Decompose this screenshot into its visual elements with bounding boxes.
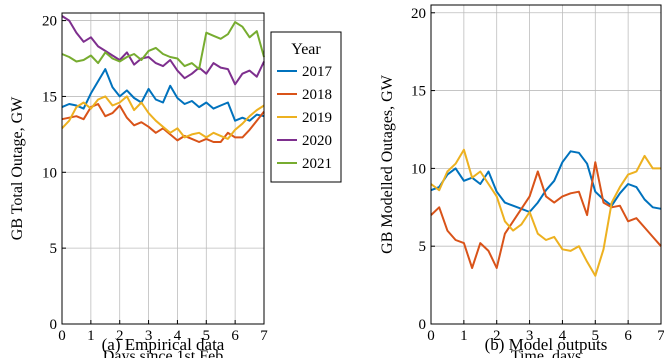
legend-label-2021: 2021: [302, 156, 332, 172]
y-tick-label: 15: [42, 89, 57, 105]
series-line-2020: [61, 15, 265, 86]
x-tick-label: 7: [657, 328, 664, 344]
legend-label-2017: 2017: [302, 64, 333, 80]
y-tick-label: 10: [42, 165, 57, 181]
figure-caption: (a) Empirical data: [102, 335, 225, 354]
x-tick-label: 2: [116, 328, 124, 344]
legend-label-2019: 2019: [302, 110, 332, 126]
legend-label-2018: 2018: [302, 87, 332, 103]
figure-caption: (b) Model outputs: [485, 335, 608, 354]
y-tick-label: 10: [411, 161, 426, 177]
series-line-model-2019: [430, 148, 661, 277]
chart-model-outputs: 0 1 2 3 4 5 6 7 0 5 10 15 20 Time, days GB Modelled Ou…: [379, 4, 664, 358]
x-tick-label: 5: [592, 328, 600, 344]
x-tick-label: 7: [260, 328, 268, 344]
y-tick-label: 20: [42, 14, 57, 30]
series-line-model-2017: [430, 150, 662, 213]
x-tick-label: 1: [460, 328, 468, 344]
legend: Year 2017 2018 2019 2020 2021: [270, 31, 342, 183]
y-axis-title: GB Modelled Outages, GW: [379, 74, 396, 254]
y-tick-label: 0: [50, 317, 58, 333]
x-tick-label: 6: [624, 328, 632, 344]
x-tick-label: 5: [203, 328, 211, 344]
legend-box: [270, 31, 342, 183]
x-axis-title: Time, days: [511, 348, 582, 358]
legend-label-2020: 2020: [302, 133, 332, 149]
plot-frame: [430, 4, 662, 325]
legend-title: Year: [291, 41, 321, 58]
x-tick-label: 4: [174, 328, 182, 344]
y-tick-label: 0: [419, 317, 427, 333]
series-line-model-2018: [430, 161, 662, 269]
x-tick-label: 4: [559, 328, 567, 344]
x-axis-title: Days since 1st Feb: [103, 348, 223, 358]
x-tick-label: 1: [87, 328, 95, 344]
plot-frame: [61, 12, 265, 325]
series-line-2021: [61, 21, 265, 71]
x-tick-label: 2: [493, 328, 501, 344]
y-tick-label: 15: [411, 84, 426, 100]
y-tick-label: 5: [419, 239, 427, 255]
x-tick-label: 0: [427, 328, 435, 344]
series-line-2017: [61, 68, 265, 122]
chart-empirical-data: 0 1 2 3 4 5 6 7 0 5 10 15 20 Days since 1st Feb GB Tot…: [9, 12, 342, 358]
series-line-2019: [61, 95, 265, 140]
x-tick-label: 0: [58, 328, 66, 344]
series-line-2018: [61, 103, 265, 143]
x-tick-label: 3: [526, 328, 534, 344]
y-tick-label: 20: [411, 6, 426, 22]
y-tick-label: 5: [50, 241, 58, 257]
x-tick-label: 3: [145, 328, 153, 344]
x-tick-label: 6: [231, 328, 239, 344]
y-axis-title: GB Total Outage, GW: [9, 96, 26, 240]
